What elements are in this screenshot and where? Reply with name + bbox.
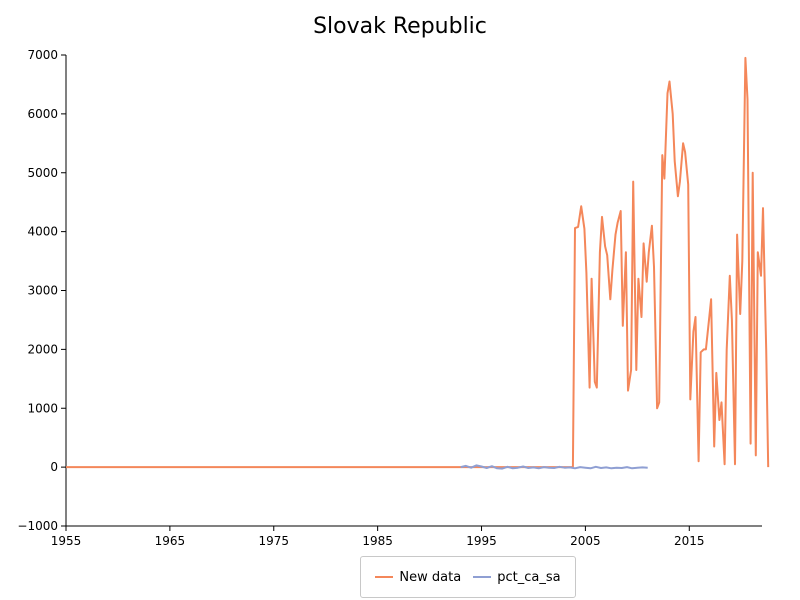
series-line-new-data — [66, 56, 770, 469]
legend-item-new-data[interactable]: New data — [375, 570, 461, 585]
y-tick-label: 3000 — [27, 284, 58, 298]
x-tick-label: 1965 — [155, 534, 186, 548]
y-tick-label: 2000 — [27, 342, 58, 356]
x-tick-label: 1955 — [51, 534, 82, 548]
y-tick-label: 1000 — [27, 401, 58, 415]
y-tick-label: 0 — [50, 460, 58, 474]
x-tick-label: 1995 — [466, 534, 497, 548]
y-tick-label: −1000 — [17, 519, 58, 533]
legend-swatch-pct-ca-sa — [473, 576, 492, 578]
legend-label-pct-ca-sa: pct_ca_sa — [497, 569, 561, 585]
x-tick-label: 1975 — [258, 534, 289, 548]
series-layer — [66, 56, 770, 470]
legend-item-pct-ca-sa[interactable]: pct_ca_sa — [473, 569, 561, 585]
y-tick-label: 5000 — [27, 166, 58, 180]
y-tick-label: 4000 — [27, 225, 58, 239]
x-tick-label: 2005 — [570, 534, 601, 548]
chart-title: Slovak Republic — [313, 14, 487, 39]
y-tick-label: 6000 — [27, 107, 58, 121]
x-tick-label: 1985 — [362, 534, 393, 548]
legend-swatch-new-data — [375, 576, 394, 578]
y-tick-label: 7000 — [27, 48, 58, 62]
legend-label-new-data: New data — [399, 569, 462, 585]
legend: New data pct_ca_sa — [360, 556, 576, 598]
series-line-pct-ca-sa — [460, 464, 648, 470]
x-tick-label: 2015 — [674, 534, 705, 548]
axes: −1000 0 1000 2000 3000 4000 5000 6000 7000 1955 19… — [17, 48, 762, 548]
